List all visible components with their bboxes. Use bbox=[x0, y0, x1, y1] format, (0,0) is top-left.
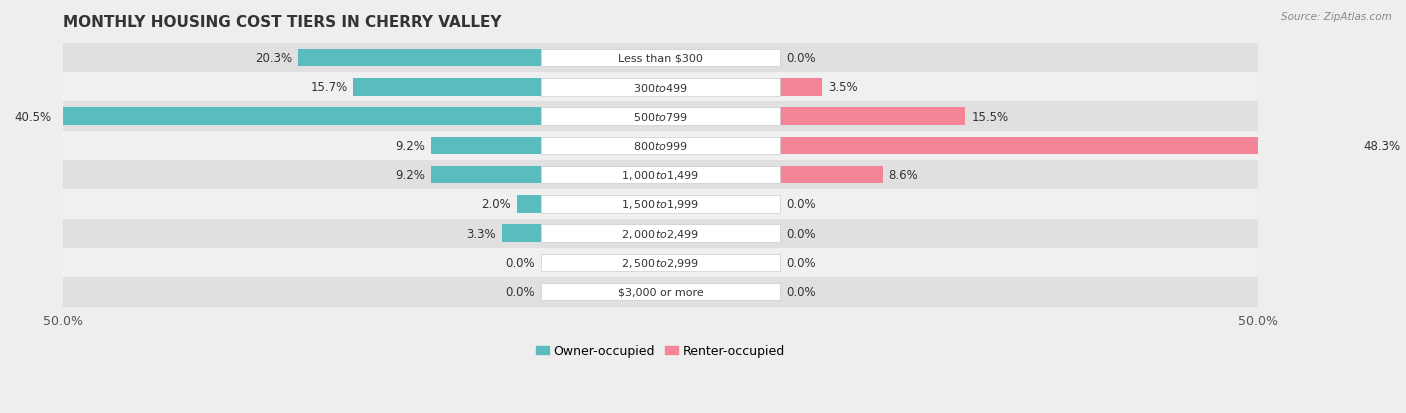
Bar bbox=[63, 131, 1258, 161]
Text: 0.0%: 0.0% bbox=[505, 256, 536, 269]
Bar bbox=[63, 161, 1258, 190]
Bar bbox=[541, 225, 780, 242]
Bar bbox=[780, 166, 883, 184]
Text: $800 to $999: $800 to $999 bbox=[633, 140, 688, 152]
Bar bbox=[541, 196, 780, 213]
Bar bbox=[353, 79, 541, 96]
Text: 0.0%: 0.0% bbox=[786, 285, 815, 299]
Text: 0.0%: 0.0% bbox=[786, 256, 815, 269]
Text: Source: ZipAtlas.com: Source: ZipAtlas.com bbox=[1281, 12, 1392, 22]
Bar bbox=[58, 108, 541, 126]
Text: 2.0%: 2.0% bbox=[481, 198, 512, 211]
Text: 40.5%: 40.5% bbox=[14, 110, 51, 123]
Bar bbox=[541, 137, 780, 155]
Text: $2,500 to $2,999: $2,500 to $2,999 bbox=[621, 256, 700, 269]
Bar bbox=[780, 137, 1357, 155]
Text: 0.0%: 0.0% bbox=[786, 52, 815, 65]
Text: 0.0%: 0.0% bbox=[786, 227, 815, 240]
Bar bbox=[517, 196, 541, 213]
Bar bbox=[541, 50, 780, 67]
Bar bbox=[780, 108, 966, 126]
Bar bbox=[432, 137, 541, 155]
Bar bbox=[298, 50, 541, 67]
Bar bbox=[63, 44, 1258, 73]
Text: $300 to $499: $300 to $499 bbox=[633, 81, 688, 93]
Legend: Owner-occupied, Renter-occupied: Owner-occupied, Renter-occupied bbox=[531, 339, 790, 363]
Bar bbox=[63, 102, 1258, 131]
Text: 3.5%: 3.5% bbox=[828, 81, 858, 94]
Bar bbox=[541, 283, 780, 301]
Bar bbox=[541, 79, 780, 96]
Bar bbox=[63, 73, 1258, 102]
Text: Less than $300: Less than $300 bbox=[619, 53, 703, 63]
Text: $500 to $799: $500 to $799 bbox=[633, 111, 688, 123]
Text: MONTHLY HOUSING COST TIERS IN CHERRY VALLEY: MONTHLY HOUSING COST TIERS IN CHERRY VAL… bbox=[63, 15, 502, 30]
Text: 15.7%: 15.7% bbox=[311, 81, 347, 94]
Text: 20.3%: 20.3% bbox=[256, 52, 292, 65]
Bar bbox=[63, 190, 1258, 219]
Text: $2,000 to $2,499: $2,000 to $2,499 bbox=[621, 227, 700, 240]
Bar bbox=[780, 79, 823, 96]
Text: $1,000 to $1,499: $1,000 to $1,499 bbox=[621, 169, 700, 182]
Text: 3.3%: 3.3% bbox=[465, 227, 495, 240]
Text: $3,000 or more: $3,000 or more bbox=[617, 287, 703, 297]
Text: 9.2%: 9.2% bbox=[395, 169, 425, 182]
Text: $1,500 to $1,999: $1,500 to $1,999 bbox=[621, 198, 700, 211]
Bar bbox=[541, 108, 780, 126]
Bar bbox=[63, 219, 1258, 248]
Text: 9.2%: 9.2% bbox=[395, 140, 425, 152]
Bar bbox=[502, 225, 541, 242]
Text: 0.0%: 0.0% bbox=[786, 198, 815, 211]
Text: 15.5%: 15.5% bbox=[972, 110, 1008, 123]
Bar bbox=[541, 166, 780, 184]
Bar bbox=[541, 254, 780, 272]
Text: 0.0%: 0.0% bbox=[505, 285, 536, 299]
Text: 48.3%: 48.3% bbox=[1364, 140, 1400, 152]
Bar bbox=[432, 166, 541, 184]
Text: 8.6%: 8.6% bbox=[889, 169, 918, 182]
Bar bbox=[63, 278, 1258, 306]
Bar bbox=[63, 248, 1258, 278]
